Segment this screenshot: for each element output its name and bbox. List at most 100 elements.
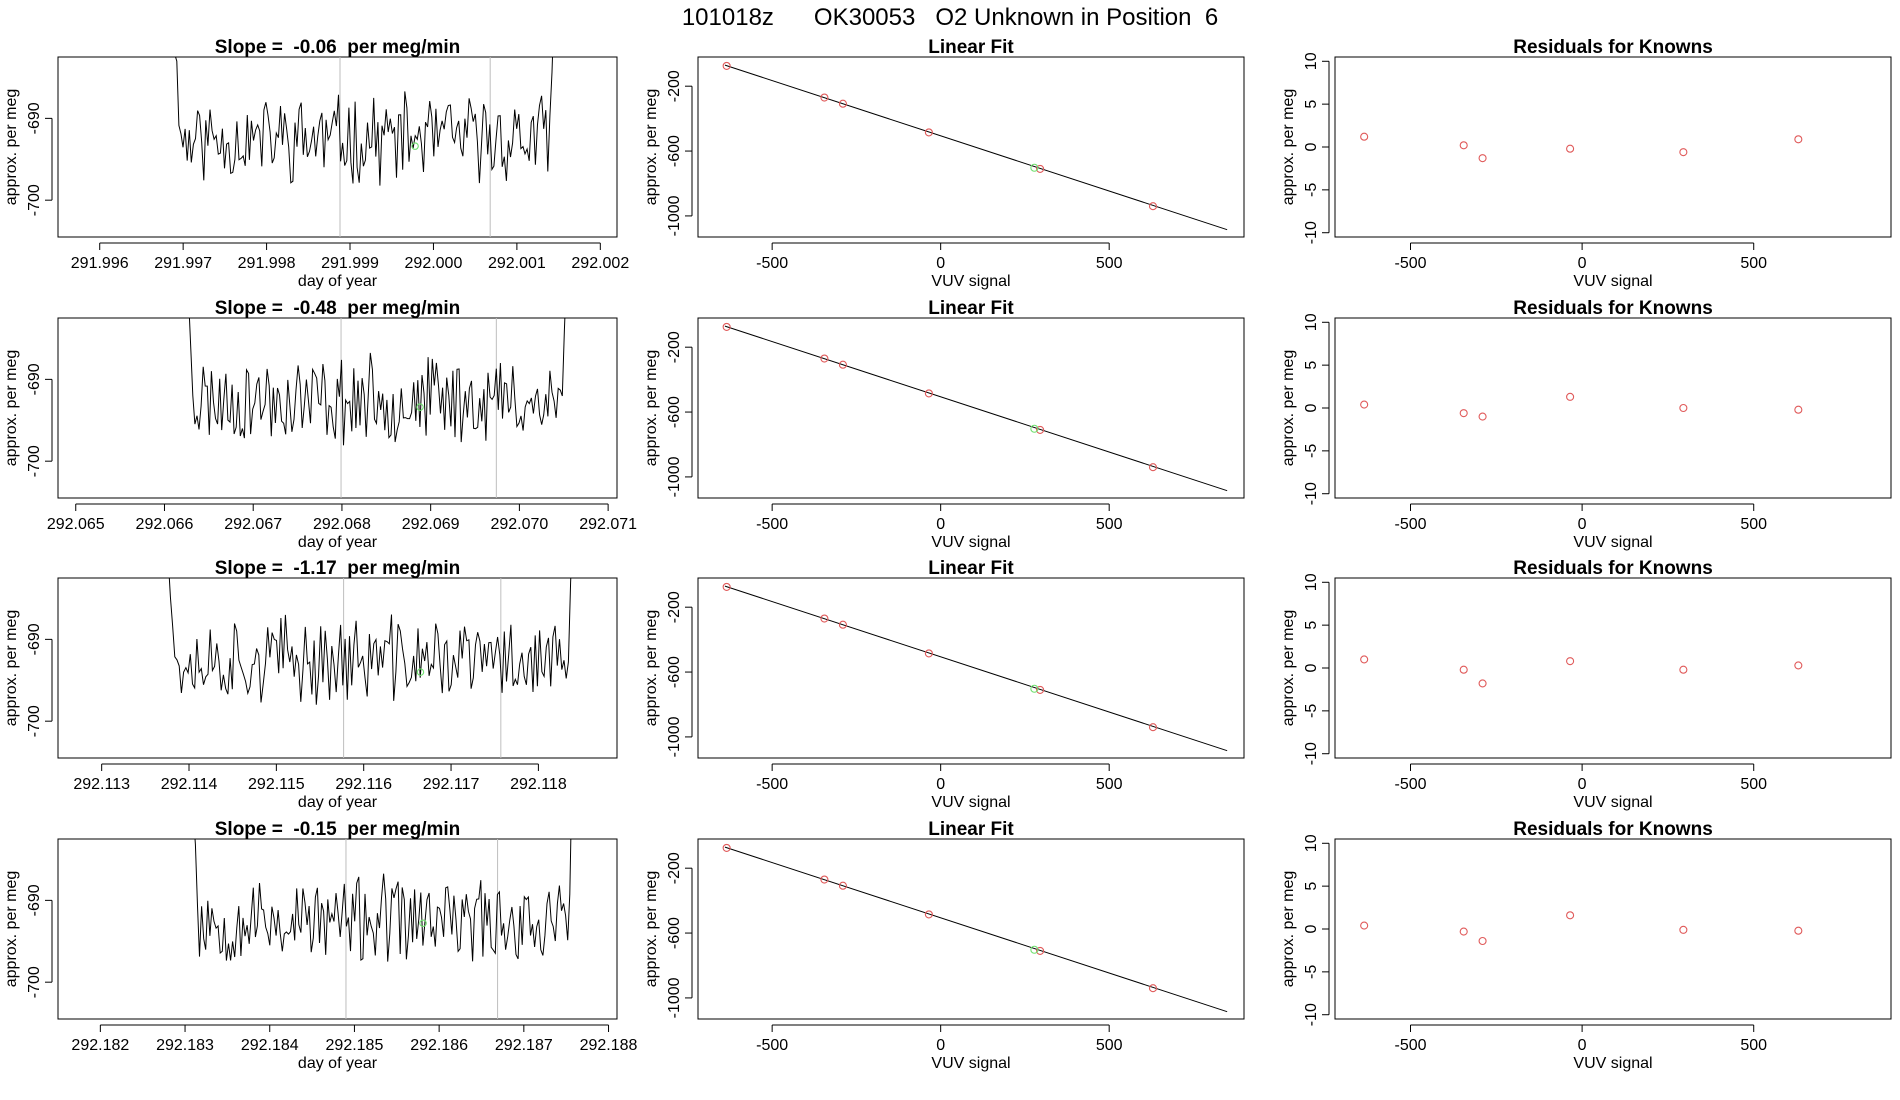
fit-line xyxy=(724,325,1228,492)
y-tick-label: -10 xyxy=(1303,1003,1320,1026)
x-tick-label: 292.116 xyxy=(335,776,392,793)
y-tick-label: -690 xyxy=(26,102,43,134)
unknown-point xyxy=(411,142,419,150)
x-tick-label: 500 xyxy=(1740,1037,1767,1054)
data-layer xyxy=(1360,655,1803,688)
known-point xyxy=(838,360,847,369)
y-tick-label: -5 xyxy=(1303,183,1320,197)
panel-title: Linear Fit xyxy=(928,558,1014,579)
x-tick-label: 0 xyxy=(1578,516,1587,533)
x-axis-label: VUV signal xyxy=(1573,1055,1652,1072)
y-tick-label: -700 xyxy=(26,966,43,998)
unknown-point xyxy=(1030,163,1039,172)
y-tick-label: -10 xyxy=(1303,742,1320,765)
fit-line xyxy=(724,585,1228,752)
x-axis-label: VUV signal xyxy=(931,794,1010,811)
y-tick-label: -600 xyxy=(666,396,683,428)
data-layer xyxy=(168,578,572,758)
residual-point xyxy=(1679,148,1688,157)
panel-title: Residuals for Knowns xyxy=(1513,298,1713,319)
x-tick-label: 292.117 xyxy=(423,776,480,793)
known-point xyxy=(722,322,731,331)
known-point xyxy=(924,649,933,658)
panel-title: Slope = -0.06 per meg/min xyxy=(215,37,461,58)
y-tick-label: 0 xyxy=(1303,403,1320,412)
known-point xyxy=(1148,463,1158,472)
x-tick-label: 500 xyxy=(1096,516,1123,533)
y-axis-label: approx. per meg xyxy=(3,350,20,467)
plot-frame xyxy=(1334,56,1892,238)
residual-point xyxy=(1360,132,1369,141)
residual-point xyxy=(1459,409,1468,418)
residual-point xyxy=(1566,657,1575,666)
y-tick-label: -1000 xyxy=(666,456,683,497)
plot-frame xyxy=(57,56,618,238)
x-tick-label: -500 xyxy=(1394,1037,1426,1054)
residual-point xyxy=(1459,927,1468,936)
known-point xyxy=(1036,685,1045,694)
x-tick-label: 292.068 xyxy=(313,516,371,533)
residual-point xyxy=(1566,144,1575,153)
x-tick-label: 292.000 xyxy=(405,255,463,272)
y-tick-label: -1000 xyxy=(666,977,683,1018)
x-tick-label: -500 xyxy=(1394,516,1426,533)
residual-point xyxy=(1360,655,1369,664)
unknown-point xyxy=(416,403,424,411)
x-tick-label: 500 xyxy=(1096,255,1123,272)
residual-point xyxy=(1478,412,1487,421)
x-tick-label: 291.997 xyxy=(154,255,212,272)
residual-point xyxy=(1459,141,1468,150)
known-point xyxy=(838,620,847,629)
panel-title: Residuals for Knowns xyxy=(1513,37,1713,58)
residual-point xyxy=(1459,665,1468,674)
y-tick-label: 10 xyxy=(1303,313,1320,331)
known-point xyxy=(924,389,933,398)
y-tick-label: -1000 xyxy=(666,195,683,236)
x-tick-label: 0 xyxy=(936,255,945,272)
x-tick-label: 292.182 xyxy=(71,1037,129,1054)
x-tick-label: 291.996 xyxy=(71,255,129,272)
x-axis-label: VUV signal xyxy=(1573,273,1652,290)
residual-point xyxy=(1478,154,1487,163)
y-axis-label: approx. per meg xyxy=(3,871,20,988)
y-tick-label: 5 xyxy=(1303,361,1320,370)
x-tick-label: 0 xyxy=(1578,255,1587,272)
x-tick-label: 292.183 xyxy=(156,1037,214,1054)
chart-panel-fit3: Linear Fit -500 0 500 VUV signal -200 -600 -100… xyxy=(643,558,1245,811)
x-axis-label: VUV signal xyxy=(931,534,1010,551)
y-tick-label: -10 xyxy=(1303,482,1320,505)
x-axis-label: day of year xyxy=(298,273,378,290)
panel-title: Linear Fit xyxy=(928,298,1014,319)
unknown-point xyxy=(416,668,425,676)
residual-point xyxy=(1478,936,1487,946)
plot-frame xyxy=(697,577,1245,759)
residual-point xyxy=(1360,400,1369,409)
data-layer xyxy=(722,322,1228,492)
residual-point xyxy=(1360,921,1369,930)
panel-title: Slope = -1.17 per meg/min xyxy=(215,558,461,579)
y-axis-label: approx. per meg xyxy=(3,610,20,727)
data-layer xyxy=(722,843,1228,1013)
x-tick-label: 292.186 xyxy=(410,1037,468,1054)
residual-point xyxy=(1679,665,1688,674)
data-layer xyxy=(188,318,566,498)
plot-frame xyxy=(57,838,618,1020)
y-tick-label: 0 xyxy=(1303,142,1320,151)
chart-panel-res3: Residuals for Knowns -500 0 500 VUV signal 10… xyxy=(1280,558,1892,811)
page-title: 101018z OK30053 O2 Unknown in Position 6 xyxy=(682,4,1218,31)
data-layer xyxy=(1360,911,1803,946)
y-axis-label: approx. per meg xyxy=(643,89,660,206)
known-point xyxy=(924,910,933,919)
plot-frame xyxy=(1334,317,1892,499)
y-tick-label: 0 xyxy=(1303,663,1320,672)
plot-frame xyxy=(57,577,618,759)
y-tick-label: -10 xyxy=(1303,221,1320,244)
y-tick-label: -700 xyxy=(26,445,43,477)
x-tick-label: 0 xyxy=(936,776,945,793)
y-axis-label: approx. per meg xyxy=(643,350,660,467)
data-layer xyxy=(194,839,572,1019)
chart-panel-fit4: Linear Fit -500 0 500 VUV signal -200 -600 -100… xyxy=(643,819,1245,1072)
residual-point xyxy=(1478,679,1487,688)
panel-title: Residuals for Knowns xyxy=(1513,819,1713,840)
y-axis-label: approx. per meg xyxy=(643,610,660,727)
